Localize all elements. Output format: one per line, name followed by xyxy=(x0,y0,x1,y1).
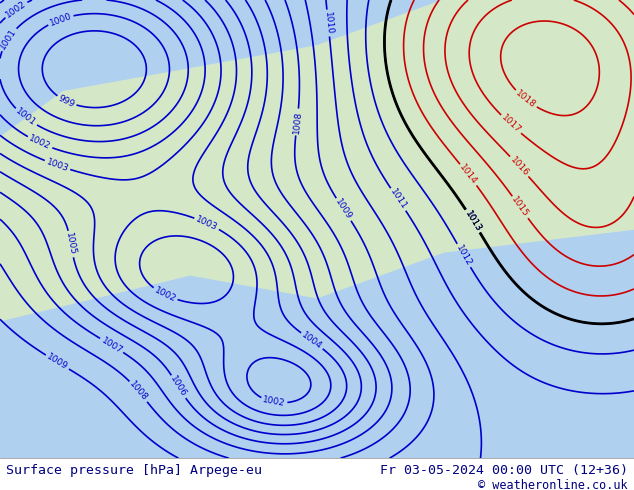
Text: Fr 03-05-2024 00:00 UTC (12+36): Fr 03-05-2024 00:00 UTC (12+36) xyxy=(380,464,628,477)
Text: 1008: 1008 xyxy=(127,380,150,403)
Text: 999: 999 xyxy=(57,94,76,109)
Text: 1013: 1013 xyxy=(463,209,482,233)
Text: 1012: 1012 xyxy=(454,244,474,268)
Text: Surface pressure [hPa] Arpege-eu: Surface pressure [hPa] Arpege-eu xyxy=(6,464,262,477)
Text: 1002: 1002 xyxy=(27,134,52,151)
Text: 1013: 1013 xyxy=(463,209,482,233)
Text: 1001: 1001 xyxy=(0,27,18,51)
Text: 1006: 1006 xyxy=(169,375,188,399)
Text: 1010: 1010 xyxy=(323,11,333,35)
Polygon shape xyxy=(0,0,634,206)
Text: 1004: 1004 xyxy=(300,330,324,351)
Text: 1003: 1003 xyxy=(195,215,219,232)
Text: 1016: 1016 xyxy=(508,155,531,178)
Text: 1005: 1005 xyxy=(64,232,77,256)
Polygon shape xyxy=(0,0,634,321)
Text: 1002: 1002 xyxy=(153,286,178,304)
Text: 1017: 1017 xyxy=(500,113,522,135)
Text: 1002: 1002 xyxy=(262,395,286,409)
Text: 1015: 1015 xyxy=(510,195,531,219)
Text: © weatheronline.co.uk: © weatheronline.co.uk xyxy=(478,479,628,490)
Text: 1009: 1009 xyxy=(45,352,70,372)
Text: 1014: 1014 xyxy=(458,163,479,187)
Text: 1008: 1008 xyxy=(292,110,303,134)
Text: 1003: 1003 xyxy=(45,157,70,173)
Text: 1018: 1018 xyxy=(514,89,538,110)
Text: 1002: 1002 xyxy=(4,0,28,20)
Text: 1009: 1009 xyxy=(333,197,354,221)
Text: 1007: 1007 xyxy=(100,336,124,355)
Text: 1000: 1000 xyxy=(48,11,73,27)
Text: 1001: 1001 xyxy=(14,107,37,128)
Text: 1011: 1011 xyxy=(388,187,408,212)
